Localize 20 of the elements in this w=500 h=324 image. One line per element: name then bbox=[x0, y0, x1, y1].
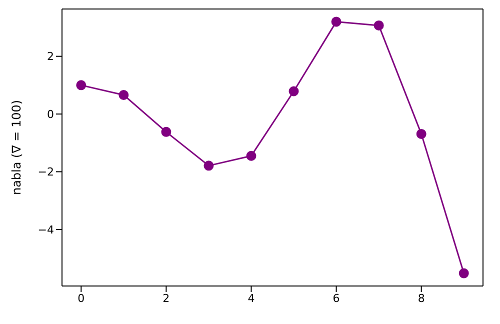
point bbox=[118, 90, 129, 100]
y-tick-label: 0 bbox=[47, 108, 54, 121]
point bbox=[331, 16, 342, 27]
y-tick-label: −2 bbox=[38, 166, 54, 179]
point bbox=[458, 268, 469, 278]
y-axis-title: nabla (∇ = 100) bbox=[9, 100, 24, 196]
x-tick-label: 6 bbox=[332, 292, 340, 305]
point bbox=[288, 86, 299, 96]
x-tick-label: 4 bbox=[248, 292, 255, 305]
point bbox=[204, 160, 214, 171]
point bbox=[76, 80, 86, 90]
point bbox=[246, 150, 256, 161]
point bbox=[161, 126, 172, 137]
point bbox=[374, 20, 384, 30]
x-tick-label: 0 bbox=[78, 292, 85, 305]
x-tick-label: 8 bbox=[418, 292, 425, 305]
point bbox=[416, 128, 426, 139]
y-tick-label: −4 bbox=[38, 223, 54, 236]
y-tick-label: 2 bbox=[47, 50, 54, 64]
x-tick-label: 2 bbox=[162, 292, 170, 305]
